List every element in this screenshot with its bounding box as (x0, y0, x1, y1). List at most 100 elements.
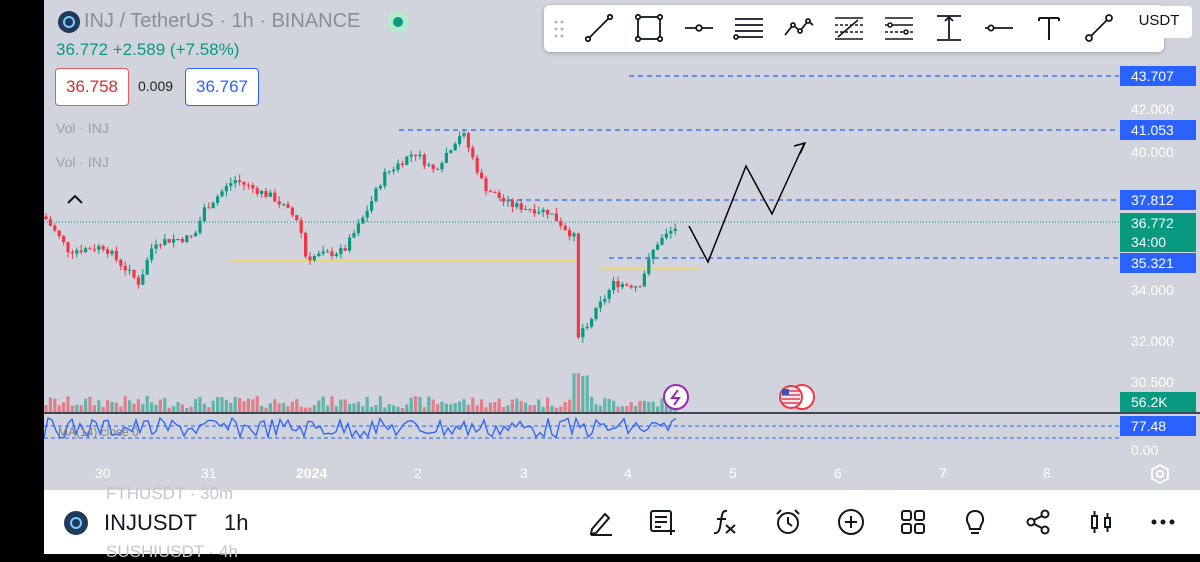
volume-bar (62, 402, 66, 412)
candle-body (378, 186, 382, 189)
candle-body (299, 220, 303, 233)
candle-body (581, 328, 585, 338)
candle-body (282, 204, 286, 206)
price-tag[interactable]: 37.812 (1120, 190, 1196, 210)
candle-body (638, 286, 642, 288)
volume-bar (295, 399, 299, 412)
volume-bar (546, 397, 550, 412)
drag-handle-icon[interactable] (552, 18, 566, 40)
volume-bar (211, 400, 215, 412)
candle-body (97, 246, 101, 250)
candle-body (656, 244, 660, 250)
last-price-tag[interactable]: 36.772 (1120, 213, 1196, 233)
settings-icon[interactable] (1149, 463, 1171, 485)
price-chart[interactable]: MA(14) close 0 (44, 0, 1200, 490)
time-axis-label: 6 (834, 465, 842, 481)
next-symbol-ghost: SUSHIUSDT · 4h (106, 542, 238, 561)
candle-body (484, 178, 488, 192)
path-icon[interactable] (782, 11, 816, 45)
fib-extension-icon[interactable] (882, 11, 916, 45)
share-icon[interactable] (1023, 507, 1053, 537)
volume-bar (541, 406, 545, 412)
rectangle-icon[interactable] (632, 11, 666, 45)
symbol-button[interactable]: INJUSDT (104, 510, 197, 535)
volume-bar (537, 399, 541, 412)
more-icon[interactable] (1148, 507, 1178, 537)
candle-body (361, 217, 365, 224)
layouts-icon[interactable] (898, 507, 928, 537)
candle-body (260, 191, 264, 194)
candle-body (44, 216, 48, 220)
volume-bar (290, 401, 294, 412)
horizontal-ray-icon[interactable] (682, 11, 716, 45)
candle-body (515, 203, 519, 208)
volume-bar (304, 407, 308, 412)
price-range-icon[interactable] (932, 11, 966, 45)
currency-select[interactable]: USDT (1126, 6, 1192, 38)
volume-legend[interactable]: Vol · INJ (56, 154, 109, 170)
price-axis-label: 30.500 (1131, 374, 1174, 390)
buy-price-button[interactable]: 36.767 (185, 68, 259, 106)
candle-body (220, 191, 224, 197)
fib-retracement-icon[interactable] (832, 11, 866, 45)
draw-icon[interactable] (586, 507, 616, 537)
price-tag[interactable]: 41.053 (1120, 120, 1196, 140)
volume-legend[interactable]: Vol · INJ (56, 120, 109, 136)
chart-area[interactable]: MA(14) close 0 INJ / TetherUS · 1h · BIN… (44, 0, 1200, 490)
candle-body (383, 171, 387, 187)
volume-bar (84, 398, 88, 412)
volume-bar (238, 398, 242, 412)
candle-body (334, 254, 338, 257)
volume-bar (277, 403, 281, 412)
candle-body (246, 184, 250, 186)
candle-body (629, 285, 633, 288)
horizontal-line-icon[interactable] (982, 11, 1016, 45)
add-icon[interactable] (836, 507, 866, 537)
time-axis-label: 7 (939, 465, 947, 481)
volume-bar (453, 403, 457, 412)
volume-bar (246, 398, 250, 412)
volume-bar (97, 400, 101, 412)
interval-button[interactable]: 1h (224, 510, 249, 535)
volume-bar (92, 405, 96, 412)
volume-bar (400, 407, 404, 412)
candle-body (664, 233, 668, 238)
candle-body (493, 192, 497, 194)
inj-logo-icon (64, 511, 88, 535)
candle-body (189, 235, 193, 237)
volume-bar (167, 407, 171, 412)
volume-bar (510, 399, 514, 412)
price-axis-label: 34.000 (1131, 282, 1174, 298)
price-axis-label: 40.000 (1131, 144, 1174, 160)
volume-bar (216, 397, 220, 412)
candle-body (616, 281, 620, 288)
volume-bar (110, 402, 114, 412)
ideas-icon[interactable] (960, 507, 990, 537)
volume-bar (330, 396, 334, 412)
price-tag[interactable]: 43.707 (1120, 66, 1196, 86)
volume-bar (647, 401, 651, 412)
chart-type-icon[interactable] (1086, 507, 1116, 537)
measure-icon[interactable] (1082, 11, 1116, 45)
volume-bar (44, 405, 48, 412)
alert-icon[interactable] (773, 507, 803, 537)
candle-body (207, 207, 211, 209)
candle-body (326, 251, 330, 253)
volume-bar (458, 401, 462, 412)
candle-body (642, 273, 646, 287)
volume-bar (524, 402, 528, 412)
candle-body (268, 192, 272, 197)
price-tag[interactable]: 35.321 (1120, 253, 1196, 273)
text-icon[interactable] (1032, 11, 1066, 45)
symbol-title[interactable]: INJ / TetherUS · 1h · BINANCE (84, 10, 361, 32)
candle-body (620, 284, 624, 288)
volume-bar (233, 397, 237, 412)
trend-line-icon[interactable] (582, 11, 616, 45)
add-note-icon[interactable] (647, 507, 677, 537)
indicators-icon[interactable] (710, 507, 740, 537)
candle-body (634, 286, 638, 288)
volume-bar (224, 399, 228, 412)
candle-body (400, 163, 404, 165)
parallel-channel-icon[interactable] (732, 11, 766, 45)
sell-price-button[interactable]: 36.758 (55, 68, 129, 106)
